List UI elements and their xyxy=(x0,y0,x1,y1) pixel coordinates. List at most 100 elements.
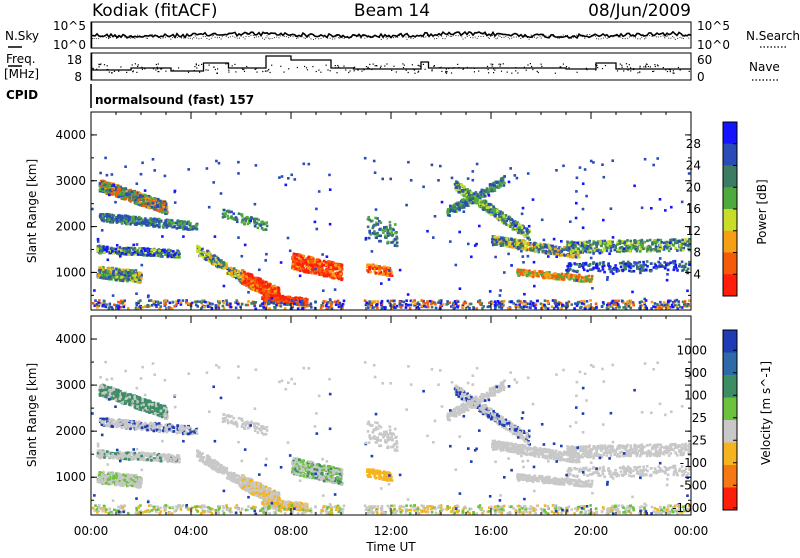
power-cell xyxy=(500,183,503,186)
nave-dot xyxy=(153,68,154,69)
nave-dot xyxy=(488,72,489,73)
power-cell xyxy=(496,209,499,212)
power-cell xyxy=(570,274,573,277)
power-cell xyxy=(115,194,118,197)
power-cell xyxy=(557,253,560,256)
nsky-label: N.Sky xyxy=(5,29,39,43)
power-cell xyxy=(117,196,120,199)
power-cell xyxy=(278,289,281,292)
power-cell xyxy=(139,204,142,207)
power-cell xyxy=(133,191,136,194)
nave-dot xyxy=(158,63,159,64)
power-cell xyxy=(262,223,265,226)
power-cell xyxy=(544,246,547,249)
power-cell xyxy=(605,247,608,250)
power-cell xyxy=(613,269,616,272)
freq-tick-bottom: 8 xyxy=(74,70,82,84)
power-cell xyxy=(123,250,126,253)
power-cell xyxy=(178,223,181,226)
power-cell xyxy=(227,217,230,220)
nave-dot xyxy=(532,69,533,70)
power-cell xyxy=(526,232,529,235)
power-cell xyxy=(383,266,386,269)
power-cell xyxy=(576,270,579,273)
power-cell xyxy=(367,264,370,267)
power-cell xyxy=(332,273,335,276)
nave-dot xyxy=(628,70,629,71)
beam-title: Beam 14 xyxy=(354,1,430,21)
nave-dot xyxy=(307,69,308,70)
nave-dot xyxy=(201,64,202,65)
nave-dot xyxy=(366,66,367,67)
power-cell xyxy=(118,253,121,256)
power-cell xyxy=(591,275,594,278)
nave-dot xyxy=(488,69,489,70)
power-cell xyxy=(314,272,317,275)
nave-dot xyxy=(524,67,525,68)
power-cell xyxy=(675,242,678,245)
power-cell xyxy=(548,244,551,247)
power-cell xyxy=(492,209,495,212)
nave-dot xyxy=(318,70,319,71)
nave-dot xyxy=(596,65,597,66)
power-cell xyxy=(165,250,168,253)
nave-dot xyxy=(304,66,305,67)
nave-dot xyxy=(515,70,516,71)
power-cell xyxy=(581,242,584,245)
nave-dot xyxy=(160,68,161,69)
power-cell xyxy=(252,284,255,287)
power-cell xyxy=(524,248,527,251)
nave-dot xyxy=(381,66,382,67)
nave-dot xyxy=(391,70,392,71)
power-cell xyxy=(674,247,677,250)
nave-dot xyxy=(155,69,156,70)
power-cell xyxy=(128,254,131,257)
nave-dot xyxy=(500,64,501,65)
power-cell xyxy=(124,197,127,200)
power-cell xyxy=(134,247,137,250)
power-cell xyxy=(474,199,477,202)
power-cell xyxy=(554,275,557,278)
power-cell xyxy=(245,275,248,278)
power-cell xyxy=(329,260,332,263)
power-cell xyxy=(118,185,121,188)
power-cell xyxy=(533,243,536,246)
power-cell xyxy=(153,254,156,257)
power-cell xyxy=(127,250,130,253)
nave-dot xyxy=(446,71,447,72)
power-cell xyxy=(254,281,257,284)
power-cell xyxy=(389,221,392,224)
power-cell xyxy=(154,221,157,224)
power-cell xyxy=(462,198,465,201)
power-cell xyxy=(129,223,132,226)
power-cell xyxy=(97,275,100,278)
nave-dot xyxy=(348,72,349,73)
power-cell xyxy=(490,213,493,216)
power-cell xyxy=(378,265,381,268)
power-cell xyxy=(509,225,512,228)
power-cell xyxy=(260,286,263,289)
power-cell xyxy=(152,218,155,221)
power-cell xyxy=(218,258,221,261)
power-cell xyxy=(376,234,379,237)
power-cell xyxy=(626,239,629,242)
nave-dot xyxy=(517,72,518,73)
power-cell xyxy=(376,265,379,268)
power-cell xyxy=(534,273,537,276)
power-cell xyxy=(494,236,497,239)
power-cell xyxy=(176,227,179,230)
power-cell xyxy=(226,215,229,218)
nave-dot xyxy=(280,66,281,67)
power-cell xyxy=(265,281,268,284)
power-cell xyxy=(392,229,395,232)
power-cell xyxy=(588,241,591,244)
power-cell xyxy=(659,244,662,247)
power-cell xyxy=(499,243,502,246)
power-cell xyxy=(681,239,684,242)
nave-dot xyxy=(256,72,257,73)
power-cell xyxy=(448,214,451,217)
power-cell xyxy=(120,218,123,221)
power-cell xyxy=(300,256,303,259)
power-cell xyxy=(139,281,142,284)
power-cell xyxy=(489,184,492,187)
